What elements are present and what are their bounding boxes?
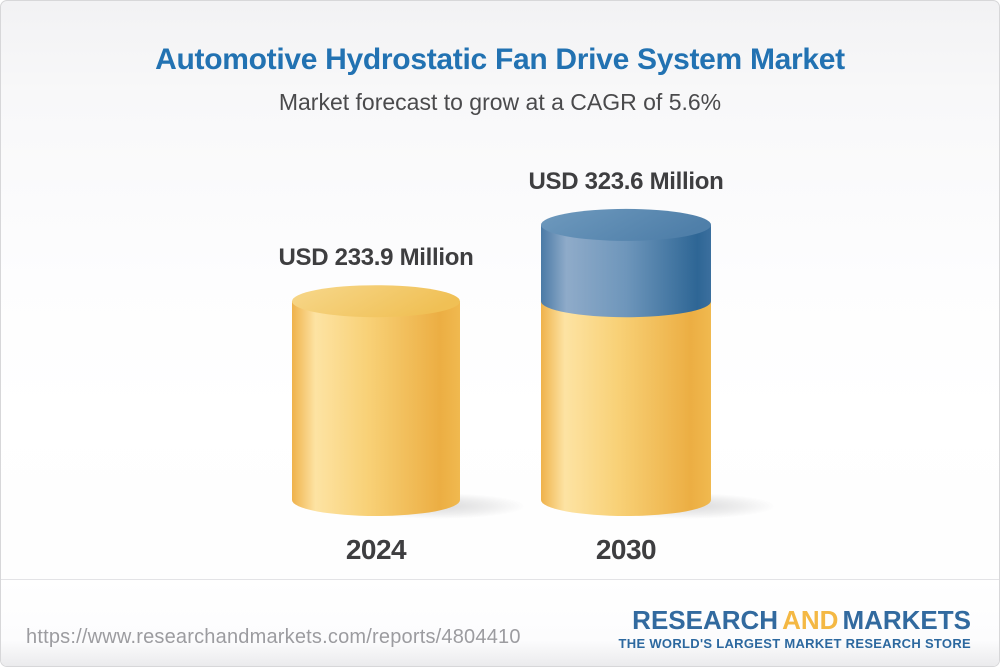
logo-wordmark: RESEARCH AND MARKETS <box>619 607 971 633</box>
axis-label-2024: 2024 <box>345 534 407 565</box>
bar-2024-body <box>292 301 460 516</box>
bar-2024-top <box>292 285 460 318</box>
bar-2030-top <box>541 208 711 241</box>
chart-subtitle: Market forecast to grow at a CAGR of 5.6… <box>278 89 722 115</box>
logo-word-research: RESEARCH <box>632 605 779 635</box>
report-url[interactable]: https://www.researchandmarkets.com/repor… <box>26 626 521 648</box>
axis-label-2030: 2030 <box>595 534 657 565</box>
logo-word-and: AND <box>782 605 839 635</box>
cylinder-layer <box>292 208 776 519</box>
bar-value-label-2030: USD 323.6 Million <box>528 167 724 195</box>
bar-2030-blue-body <box>541 224 711 318</box>
chart-title: Automotive Hydrostatic Fan Drive System … <box>155 43 845 76</box>
bar-chart: USD 233.9 Million USD 323.6 Million 2024… <box>1 1 999 601</box>
logo-tagline: THE WORLD'S LARGEST MARKET RESEARCH STOR… <box>618 636 971 651</box>
research-and-markets-logo: RESEARCH AND MARKETS THE WORLD'S LARGEST M… <box>619 607 971 650</box>
bar-2030-gold-body <box>541 301 711 516</box>
footer: https://www.researchandmarkets.com/repor… <box>1 579 999 666</box>
bar-value-label-2024: USD 233.9 Million <box>278 244 474 272</box>
logo-word-markets: MARKETS <box>842 605 971 635</box>
